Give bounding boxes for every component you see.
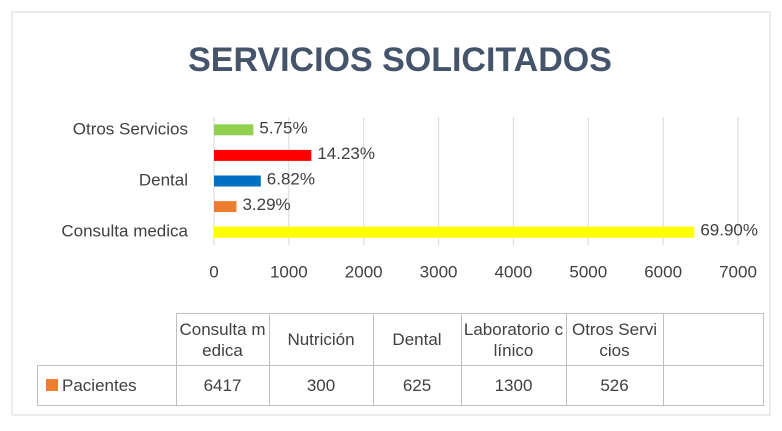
x-tick-label: 5000 [569, 262, 607, 281]
table-header-cell: Otros Servicios [565, 313, 664, 366]
x-tick-label: 3000 [420, 262, 458, 281]
table-row: Pacientes 6417 300 625 1300 526 [37, 365, 764, 406]
table-cell: 625 [372, 365, 462, 406]
x-tick-label: 6000 [644, 262, 682, 281]
data-label: 14.23% [317, 144, 375, 163]
empty-cell [662, 365, 764, 406]
x-tick-label: 2000 [345, 262, 383, 281]
data-table: Consulta medica Nutrición Dental Laboratori… [37, 313, 764, 406]
series-cell: Pacientes [37, 365, 177, 406]
table-cell: 1300 [460, 365, 567, 406]
empty-cell [662, 313, 764, 366]
data-label: 6.82% [267, 169, 315, 188]
table-cell: 526 [565, 365, 664, 406]
table-cell: 6417 [175, 365, 270, 406]
x-tick-label: 7000 [719, 262, 757, 281]
table-cell: 300 [268, 365, 374, 406]
data-label: 3.29% [242, 195, 290, 214]
table-header-cell: Nutrición [268, 313, 374, 366]
x-tick-label: 1000 [270, 262, 308, 281]
series-name: Pacientes [62, 376, 137, 395]
y-tick-label: Dental [139, 170, 188, 189]
bar [214, 226, 695, 238]
y-tick-label: Otros Servicios [73, 119, 188, 138]
bar [214, 124, 254, 136]
table-header-cell: Laboratorio clínico [460, 313, 567, 366]
x-tick-label: 4000 [495, 262, 533, 281]
chart-title: SERVICIOS SOLICITADOS [188, 41, 612, 79]
bar [214, 201, 237, 213]
table-header: Consulta medica Nutrición Dental Laboratori… [38, 313, 764, 366]
bar [214, 175, 261, 187]
x-tick-label: 0 [209, 262, 218, 281]
blank-cell [38, 314, 177, 366]
bar [214, 149, 312, 161]
table-header-cell: Consulta medica [175, 313, 270, 366]
y-tick-label: Consulta medica [61, 222, 188, 241]
data-label: 69.90% [700, 221, 758, 240]
table-header-cell: Dental [372, 313, 462, 366]
legend-key [46, 379, 58, 391]
data-label: 5.75% [259, 118, 307, 137]
